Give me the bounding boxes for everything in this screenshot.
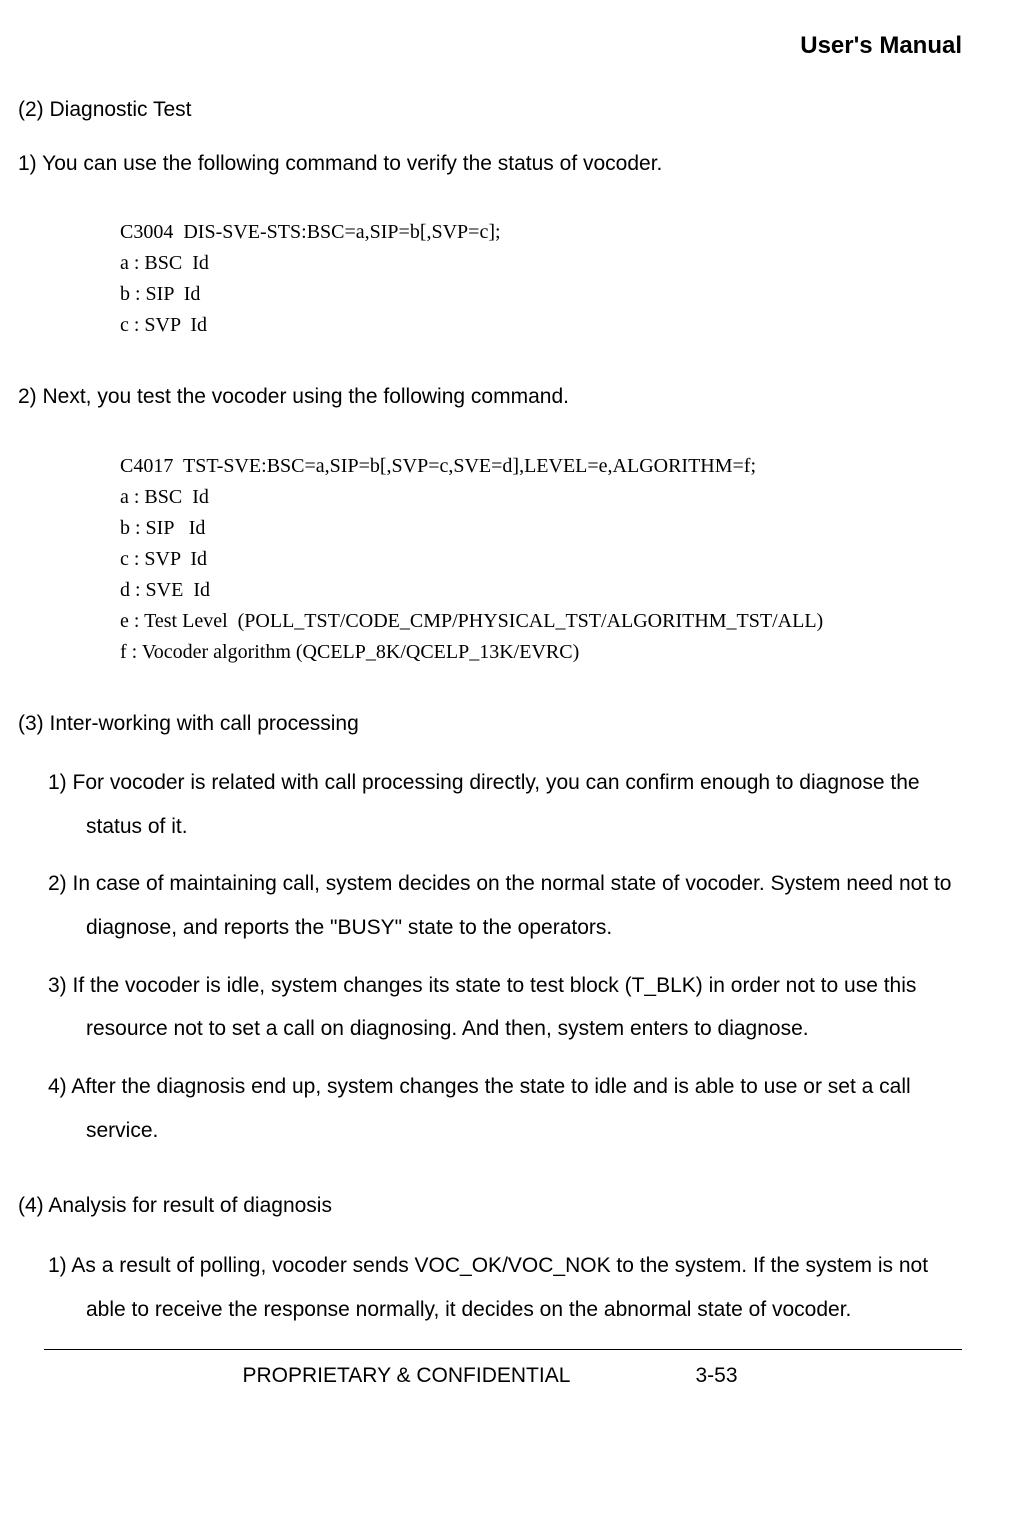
list-item-text: 4) After the diagnosis end up, system ch… — [48, 1065, 962, 1152]
code-line: C4017 TST-SVE:BSC=a,SIP=b[,SVP=c,SVE=d],… — [120, 451, 962, 482]
list-item-text: 1) For vocoder is related with call proc… — [48, 761, 962, 848]
section-2-line-2: 2) Next, you test the vocoder using the … — [18, 381, 962, 413]
code-line: f : Vocoder algorithm (QCELP_8K/QCELP_13… — [120, 637, 962, 668]
section-3-heading: (3) Inter-working with call processing — [18, 708, 962, 740]
list-item: 2) In case of maintaining call, system d… — [48, 862, 962, 949]
list-item: 1) For vocoder is related with call proc… — [48, 761, 962, 848]
list-item: 1) As a result of polling, vocoder sends… — [48, 1244, 962, 1331]
list-item-text: 1) As a result of polling, vocoder sends… — [48, 1244, 962, 1331]
code-line: b : SIP Id — [120, 513, 962, 544]
code-block-2: C4017 TST-SVE:BSC=a,SIP=b[,SVP=c,SVE=d],… — [120, 451, 962, 668]
list-item: 3) If the vocoder is idle, system change… — [48, 964, 962, 1051]
section-2-line-1: 1) You can use the following command to … — [18, 148, 962, 180]
section-2-heading: (2) Diagnostic Test — [18, 94, 962, 126]
section-3-list: 1) For vocoder is related with call proc… — [48, 761, 962, 1152]
footer: PROPRIETARY & CONFIDENTIAL 3-53 — [18, 1364, 962, 1388]
code-line: C3004 DIS-SVE-STS:BSC=a,SIP=b[,SVP=c]; — [120, 217, 962, 248]
footer-rule — [44, 1349, 962, 1350]
list-item: 4) After the diagnosis end up, system ch… — [48, 1065, 962, 1152]
code-line: a : BSC Id — [120, 482, 962, 513]
header-title: User's Manual — [18, 32, 962, 60]
code-line: c : SVP Id — [120, 544, 962, 575]
code-line: e : Test Level (POLL_TST/CODE_CMP/PHYSIC… — [120, 606, 962, 637]
list-item-text: 3) If the vocoder is idle, system change… — [48, 964, 962, 1051]
footer-label: PROPRIETARY & CONFIDENTIAL — [243, 1364, 570, 1387]
code-line: a : BSC Id — [120, 248, 962, 279]
section-4-heading: (4) Analysis for result of diagnosis — [18, 1190, 962, 1222]
footer-page-number: 3-53 — [695, 1364, 737, 1388]
section-4-list: 1) As a result of polling, vocoder sends… — [48, 1244, 962, 1331]
code-line: d : SVE Id — [120, 575, 962, 606]
code-line: b : SIP Id — [120, 279, 962, 310]
code-block-1: C3004 DIS-SVE-STS:BSC=a,SIP=b[,SVP=c]; a… — [120, 217, 962, 341]
code-line: c : SVP Id — [120, 310, 962, 341]
list-item-text: 2) In case of maintaining call, system d… — [48, 862, 962, 949]
